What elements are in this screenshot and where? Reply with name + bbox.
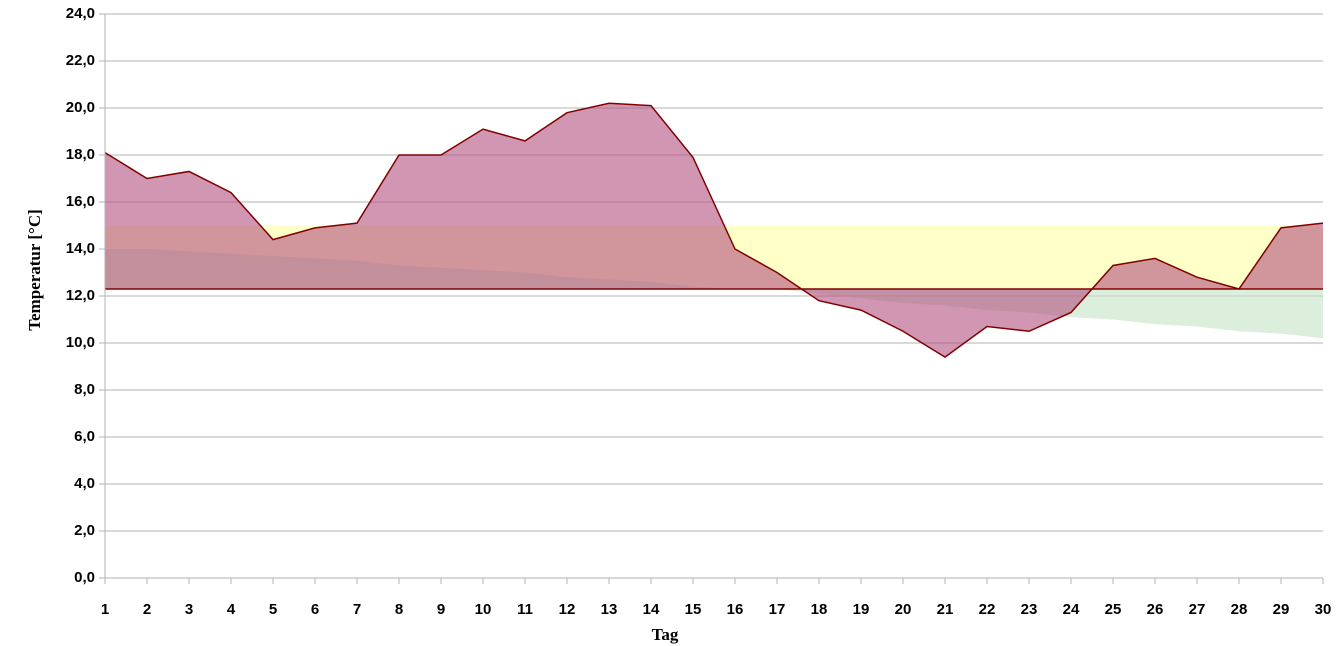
x-tick-label: 27 (1189, 601, 1206, 618)
x-tick-label: 4 (227, 601, 236, 618)
x-tick-label: 6 (311, 601, 319, 618)
area (105, 103, 1323, 358)
line (104, 102, 1324, 359)
x-tick-label: 23 (1021, 601, 1038, 618)
x-tick-label: 3 (185, 601, 193, 618)
x-tick-label: 19 (853, 601, 870, 618)
y-tick-label: 4,0 (74, 475, 95, 492)
x-tick-label: 13 (601, 601, 618, 618)
x-tick-label: 8 (395, 601, 403, 618)
y-tick-label: 20,0 (66, 99, 95, 116)
y-tick-label: 6,0 (74, 428, 95, 445)
x-tick-label: 1 (101, 601, 109, 618)
y-tick-label: 10,0 (66, 334, 95, 351)
x-tick-label: 11 (517, 601, 533, 618)
y-tick-label: 12,0 (66, 287, 95, 304)
y-tick-label: 22,0 (66, 52, 95, 69)
y-tick-label: 2,0 (74, 522, 95, 539)
x-tick-label: 9 (437, 601, 445, 618)
y-tick-label: 0,0 (74, 569, 95, 586)
x-tick-label: 30 (1315, 601, 1332, 618)
x-tick-label: 21 (937, 601, 954, 618)
x-tick-label: 10 (475, 601, 492, 618)
y-tick-label: 18,0 (66, 146, 95, 163)
x-tick-label: 24 (1063, 601, 1080, 618)
x-tick-label: 18 (811, 601, 828, 618)
y-tick-label: 24,0 (66, 5, 95, 22)
x-tick-label: 15 (685, 601, 702, 618)
y-tick-label: 14,0 (66, 240, 95, 257)
x-tick-label: 29 (1273, 601, 1290, 618)
x-tick-label: 25 (1105, 601, 1122, 618)
x-tick-label: 12 (559, 601, 576, 618)
y-tick-label: 16,0 (66, 193, 95, 210)
x-tick-label: 14 (643, 601, 660, 618)
x-tick-label: 28 (1231, 601, 1248, 618)
x-tick-label: 22 (979, 601, 996, 618)
x-tick-label: 2 (143, 601, 151, 618)
x-tick-label: 20 (895, 601, 912, 618)
y-tick-label: 8,0 (74, 381, 95, 398)
x-tick-label: 7 (353, 601, 361, 618)
x-tick-label: 26 (1147, 601, 1164, 618)
x-tick-label: 17 (769, 601, 786, 618)
y-axis-title: Temperatur [°C] (25, 209, 44, 331)
x-axis-title: Tag (652, 625, 679, 644)
x-tick-label: 5 (269, 601, 277, 618)
x-tick-label: 16 (727, 601, 744, 618)
